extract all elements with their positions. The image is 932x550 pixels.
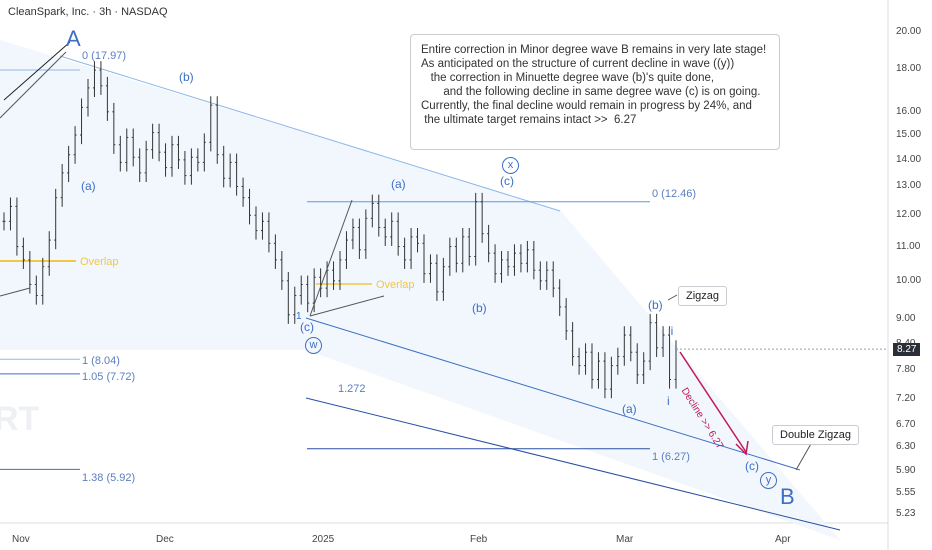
x-tick-label: Dec <box>156 534 174 545</box>
watermark: RT <box>0 400 40 438</box>
analysis-note: Entire correction in Minor degree wave B… <box>410 34 780 150</box>
wave-1-label: 1 <box>296 311 302 322</box>
y-tick-label: 7.20 <box>896 392 916 404</box>
y-tick-label: 13.00 <box>896 180 922 192</box>
wave-y-label: y <box>760 472 777 489</box>
wave-b-label-3: (b) <box>648 298 663 312</box>
decline-arrow-head <box>735 440 749 456</box>
wave-a-label-3: (a) <box>622 402 637 416</box>
note-line: As anticipated on the structure of curre… <box>421 58 735 70</box>
trend-line-3 <box>0 287 31 297</box>
wave-ii-label: ii <box>668 324 674 338</box>
fib-label-1: 1 (8.04) <box>82 355 120 367</box>
y-tick-label: 15.00 <box>896 129 922 140</box>
note-line: the ultimate target remains intact >> 6.… <box>421 114 637 126</box>
y-tick-label: 11.00 <box>896 240 921 252</box>
wave-b-label-1: (b) <box>179 70 194 84</box>
wave-i-label: i <box>667 394 670 408</box>
annotation-lines <box>0 41 888 471</box>
wedge-line-upper <box>309 199 353 317</box>
wave-w-label: w <box>305 337 322 354</box>
x-tick-label: 2025 <box>312 534 335 545</box>
decline-arrow-line <box>679 351 747 453</box>
wave-c-label-end: (c) <box>745 459 759 473</box>
channel-lower-line <box>305 397 841 531</box>
zigzag-tag: Zigzag <box>678 286 728 306</box>
double-zigzag-pointer <box>795 441 813 471</box>
y-tick-label: 6.70 <box>896 418 916 430</box>
x-tick-label: Apr <box>775 534 791 545</box>
y-tick-label: 16.00 <box>896 105 922 117</box>
y-tick-label: 5.55 <box>896 486 916 498</box>
note-line: Entire correction in Minor degree wave B… <box>421 44 767 56</box>
price-candles <box>2 61 678 399</box>
note-line: and the following decline in same degree… <box>421 86 761 98</box>
fib-label-0-mid: 0 (12.46) <box>652 188 697 200</box>
current-price-badge: 8.27 <box>893 343 921 356</box>
x-tick-label: Nov <box>12 534 30 545</box>
y-tick-label: 14.00 <box>896 153 922 165</box>
wave-c-label-top: (c) <box>500 174 514 188</box>
overlap-label-2: Overlap <box>376 279 415 291</box>
trend-line-1 <box>3 41 71 101</box>
y-tick-label: 9.00 <box>896 312 916 324</box>
y-tick-label: 5.90 <box>896 464 916 476</box>
x-tick-label: Feb <box>470 534 488 545</box>
fib-label-0-top: 0 (17.97) <box>82 50 127 62</box>
wave-x-label: x <box>502 157 519 174</box>
y-tick-label: 6.30 <box>896 441 916 452</box>
fib-label-1272: 1.272 <box>338 383 366 395</box>
overlap-label-1: Overlap <box>80 256 119 268</box>
channel-upper-line <box>59 55 561 212</box>
x-tick-label: Mar <box>616 534 634 545</box>
double-zigzag-tag: Double Zigzag <box>772 425 859 445</box>
chart-title: CleanSpark, Inc. · 3h · NASDAQ <box>8 6 168 18</box>
fib-label-138: 1.38 (5.92) <box>82 472 136 484</box>
zigzag-pointer <box>667 294 678 301</box>
wave-a-label-2: (a) <box>391 177 406 191</box>
wave-b-label-2: (b) <box>472 301 487 315</box>
y-tick-label: 5.23 <box>896 507 916 519</box>
trend-line-2 <box>0 51 67 119</box>
fib-label-105: 1.05 (7.72) <box>82 371 136 383</box>
wave-a-label: A <box>66 26 81 51</box>
channel-mid-line <box>305 317 801 471</box>
y-tick-label: 12.00 <box>896 209 922 221</box>
wave-b-label: B <box>780 484 795 509</box>
y-tick-label: 20.00 <box>896 25 922 37</box>
y-tick-label: 18.00 <box>896 63 922 75</box>
y-tick-label: 10.00 <box>896 274 922 286</box>
note-line: Currently, the final decline would remai… <box>421 100 752 112</box>
y-tick-label: 7.80 <box>896 364 916 376</box>
channel-drawings <box>0 40 841 540</box>
wedge-line-lower <box>309 295 385 317</box>
note-line: the correction in Minuette degree wave (… <box>421 72 715 84</box>
wave-c-label-low: (c) <box>300 320 314 334</box>
channel-fill <box>0 40 840 540</box>
wave-a-label-1: (a) <box>81 179 96 193</box>
fib-label-target: 1 (6.27) <box>652 451 690 463</box>
